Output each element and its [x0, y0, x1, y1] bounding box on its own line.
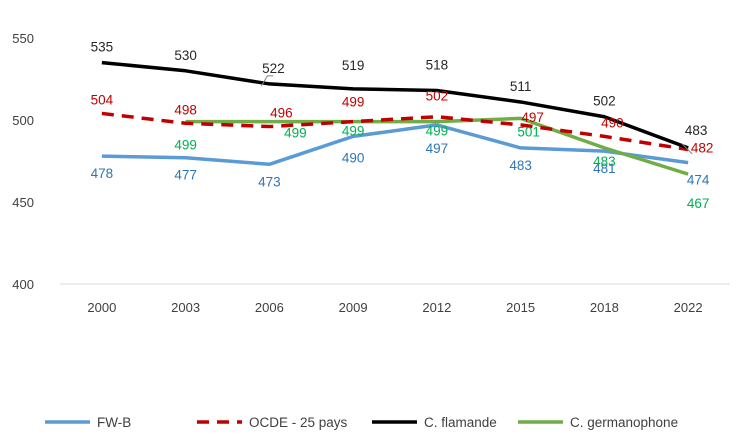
y-tick-label: 400 [12, 277, 34, 292]
data-label: 478 [91, 166, 114, 181]
x-tick-label: 2022 [674, 300, 703, 315]
data-label: 481 [593, 161, 616, 176]
data-label: 499 [174, 138, 197, 153]
legend: FW-B OCDE - 25 pays C. flamande C. germanop… [45, 415, 678, 430]
x-tick-label: 2006 [255, 300, 284, 315]
data-label: 535 [91, 40, 114, 55]
x-tick-label: 2009 [339, 300, 368, 315]
axis-layer: 400 450 500 550 2000 2003 2006 2009 2012 2015 2018… [12, 31, 730, 315]
data-label: 490 [601, 115, 624, 130]
data-label: 499 [342, 124, 365, 139]
series-line-fw-b [101, 123, 689, 167]
data-label: 511 [510, 79, 532, 94]
series-line-ocde-25-pays [101, 111, 689, 152]
label-leader-line [260, 75, 274, 87]
data-label: 501 [517, 124, 540, 139]
data-label: 499 [426, 124, 449, 139]
data-label: 483 [593, 154, 616, 169]
data-label: 483 [509, 158, 532, 173]
data-label: 497 [521, 110, 544, 125]
legend-label: C. germanophone [570, 415, 678, 430]
x-tick-label: 2018 [590, 300, 619, 315]
data-label: 499 [342, 95, 365, 110]
y-tick-label: 450 [12, 195, 34, 210]
data-label: 477 [174, 168, 197, 183]
data-label: 519 [342, 58, 365, 73]
x-tick-label: 2003 [171, 300, 200, 315]
data-label: 502 [593, 94, 616, 109]
x-tick-label: 2000 [87, 300, 116, 315]
data-label: 498 [174, 102, 197, 117]
data-label: 504 [91, 92, 114, 107]
series-line-c-germanophone [185, 116, 689, 176]
label-leader-line [681, 143, 693, 155]
data-label: 502 [426, 89, 449, 104]
data-label: 483 [685, 123, 708, 138]
x-tick-label: 2015 [506, 300, 535, 315]
x-tick-label: 2012 [422, 300, 451, 315]
legend-label: OCDE - 25 pays [249, 415, 348, 430]
data-label: 473 [258, 174, 281, 189]
y-tick-label: 550 [12, 31, 34, 46]
data-label: 482 [691, 141, 714, 156]
data-label: 530 [174, 48, 197, 63]
series-line-c-flamande [101, 60, 689, 150]
data-label: 518 [426, 57, 449, 72]
legend-label: FW-B [97, 415, 131, 430]
data-label: 497 [426, 141, 449, 156]
data-label: 499 [284, 126, 307, 141]
series-layer [101, 60, 689, 176]
data-label: 496 [270, 106, 293, 121]
data-label: 467 [687, 196, 710, 211]
data-label: 490 [342, 150, 365, 165]
y-tick-label: 500 [12, 113, 34, 128]
legend-label: C. flamande [424, 415, 497, 430]
data-label: 522 [262, 61, 285, 76]
data-label: 474 [687, 173, 710, 188]
